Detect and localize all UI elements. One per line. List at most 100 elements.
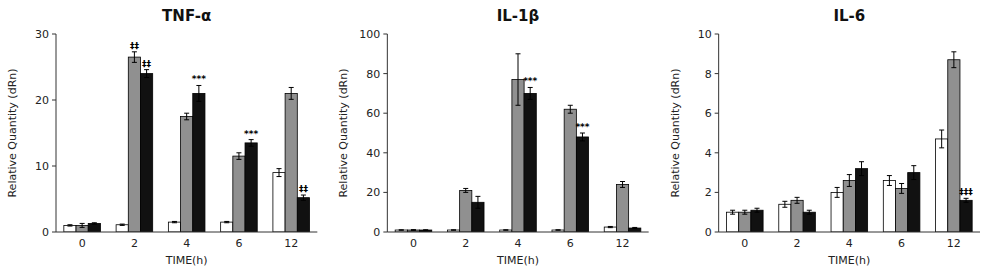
error-cap — [730, 214, 735, 215]
bars — [395, 54, 641, 232]
error-line — [837, 187, 838, 197]
error-cap — [911, 165, 916, 166]
error-bar — [132, 52, 137, 63]
error-bar — [80, 223, 85, 227]
page: {"chart_data": [ {"type": "bar", "title"… — [0, 0, 994, 274]
error-cap — [503, 229, 508, 230]
error-cap — [807, 214, 812, 215]
error-cap — [423, 230, 428, 231]
error-cap — [568, 105, 573, 106]
error-cap — [80, 223, 85, 224]
error-line — [901, 183, 902, 193]
error-line — [198, 85, 199, 101]
y-tick — [383, 232, 387, 233]
error-bar — [301, 195, 306, 200]
error-cap — [887, 175, 892, 176]
error-bar — [144, 70, 149, 78]
error-bar — [172, 221, 177, 222]
error-bar — [754, 208, 759, 212]
error-bar — [503, 229, 508, 230]
error-cap — [463, 188, 468, 189]
error-cap — [184, 113, 189, 114]
y-tick-label: 30 — [35, 28, 49, 41]
bars — [727, 52, 973, 232]
error-line — [582, 133, 583, 141]
bar — [751, 210, 763, 232]
y-tick — [715, 73, 719, 74]
error-bar — [184, 113, 189, 120]
x-axis — [719, 232, 980, 233]
bar — [948, 60, 960, 232]
error-cap — [911, 179, 916, 180]
bar — [779, 204, 791, 232]
y-tick-label: 10 — [35, 160, 49, 173]
error-cap — [80, 227, 85, 228]
error-cap — [224, 221, 229, 222]
annotation: ‡‡ — [142, 59, 152, 69]
x-tick-label: 2 — [131, 237, 138, 250]
error-bar — [964, 198, 969, 202]
error-cap — [951, 51, 956, 52]
error-cap — [196, 101, 201, 102]
error-line — [238, 153, 239, 160]
error-line — [849, 175, 850, 187]
x-label: TIME(h) — [165, 254, 208, 267]
error-bar — [516, 54, 521, 105]
error-cap — [196, 85, 201, 86]
error-line — [913, 166, 914, 180]
bars — [64, 52, 310, 232]
error-cap — [528, 87, 533, 88]
error-line — [465, 188, 466, 192]
bar — [855, 169, 867, 232]
bar — [88, 223, 100, 232]
bar — [616, 184, 628, 232]
error-cap — [277, 168, 282, 169]
bar — [221, 222, 233, 232]
error-bar — [782, 201, 787, 207]
error-cap — [92, 222, 97, 223]
error-cap — [144, 69, 149, 70]
x-tick-label: 4 — [183, 237, 190, 250]
bar — [629, 228, 641, 232]
error-line — [861, 162, 862, 176]
x-tick-label: 0 — [79, 237, 86, 250]
error-cap — [782, 207, 787, 208]
error-cap — [608, 227, 613, 228]
error-bar — [528, 87, 533, 99]
y-tick-label: 10 — [698, 28, 712, 41]
error-cap — [887, 185, 892, 186]
bar — [896, 188, 908, 232]
bar — [604, 227, 616, 232]
y-tick-label: 0 — [42, 226, 49, 239]
error-cap — [807, 210, 812, 211]
error-cap — [236, 152, 241, 153]
error-cap — [423, 229, 428, 230]
error-cap — [172, 221, 177, 222]
y-tick — [715, 232, 719, 233]
error-cap — [835, 187, 840, 188]
title: IL-6 — [833, 7, 865, 25]
error-line — [477, 196, 478, 208]
error-line — [518, 54, 519, 105]
panel: 020406080100024612******IL-1βTIME(h)Rela… — [337, 7, 648, 267]
error-bar — [608, 226, 613, 227]
bar — [128, 57, 140, 232]
y-tick-label: 2 — [705, 186, 712, 199]
error-bar — [236, 153, 241, 160]
y-tick — [715, 152, 719, 153]
y-tick — [52, 34, 56, 35]
error-cap — [568, 113, 573, 114]
y-label: Relative Quantity (dRn) — [669, 68, 682, 197]
bar — [883, 181, 895, 232]
x-label: TIME(h) — [827, 254, 870, 267]
bar — [843, 181, 855, 232]
y-tick-label: 8 — [705, 68, 712, 81]
error-bar — [795, 197, 800, 203]
error-cap — [249, 139, 254, 140]
error-cap — [899, 183, 904, 184]
x-tick-label: 6 — [235, 237, 242, 250]
error-cap — [516, 53, 521, 54]
error-cap — [556, 229, 561, 230]
error-line — [732, 210, 733, 214]
bar — [739, 212, 751, 232]
